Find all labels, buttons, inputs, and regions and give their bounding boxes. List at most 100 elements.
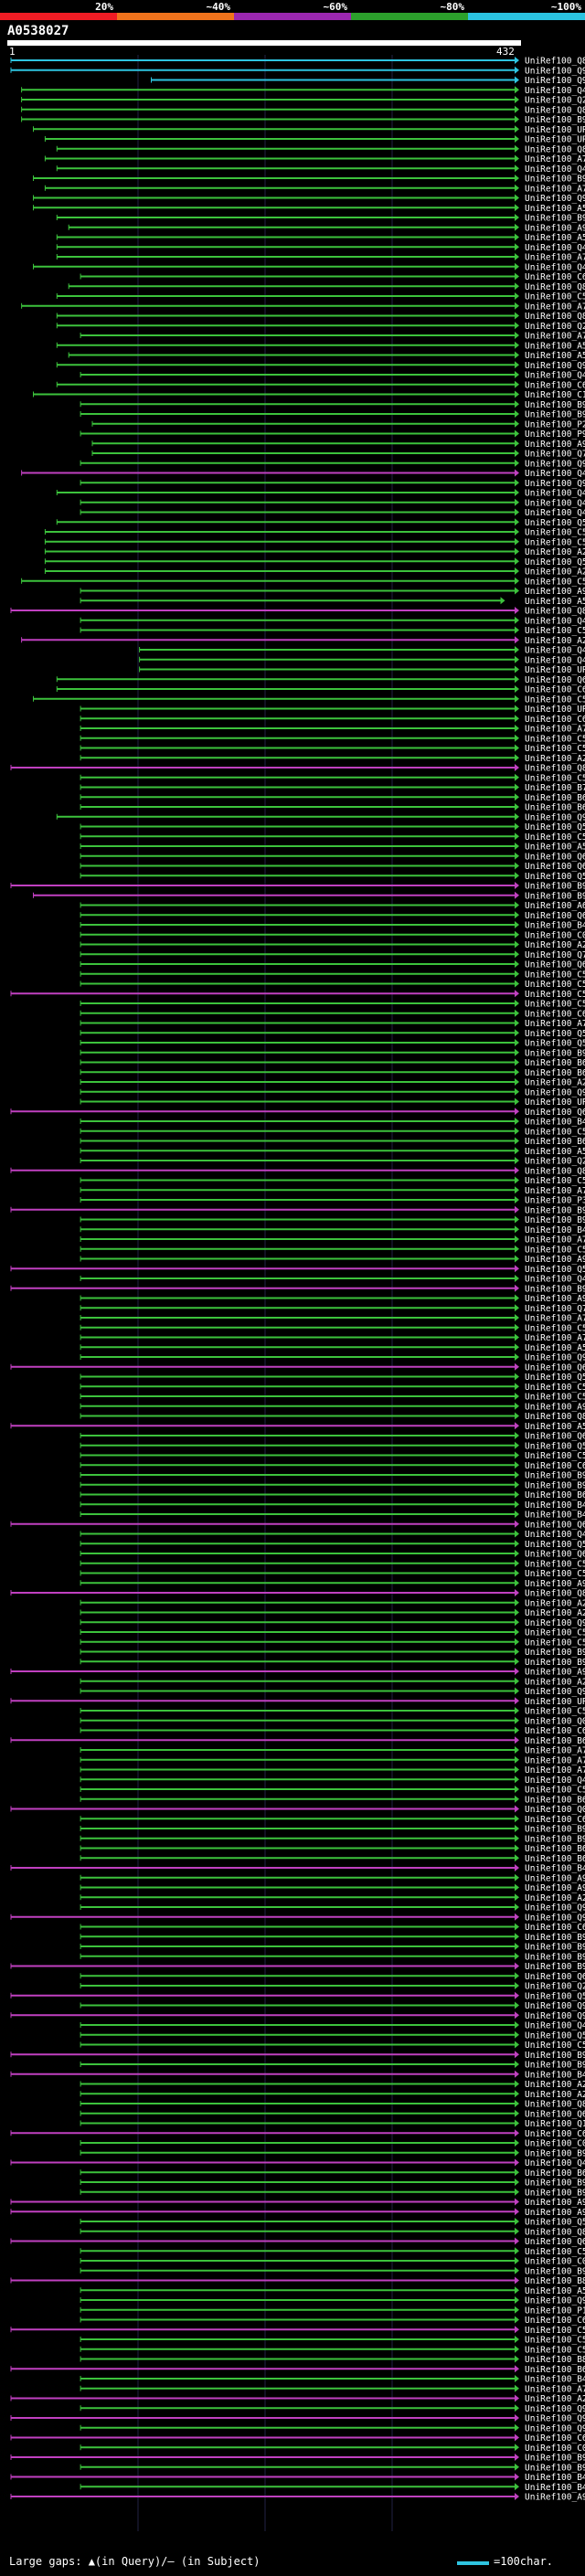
hit-row[interactable]: UniRef100_P15233 <box>80 2306 585 2316</box>
hit-label[interactable]: UniRef100_B9S3Y5 <box>525 1048 585 1058</box>
hit-label[interactable]: UniRef100_Q43322 <box>525 616 585 626</box>
hit-row[interactable]: UniRef100_A7QE25 <box>44 154 585 164</box>
hit-row[interactable]: UniRef100_C5YUM3 <box>80 1707 585 1717</box>
hit-label[interactable]: UniRef100_A7Q6Z0 <box>525 184 585 194</box>
hit-label[interactable]: UniRef100_C5MAQ6 <box>525 1176 585 1186</box>
hit-label[interactable]: UniRef100_A9PC15 <box>525 1255 585 1265</box>
hit-row[interactable]: UniRef100_B8A1T1 <box>10 2276 585 2286</box>
hit-row[interactable]: UniRef100_Q9LSY7 <box>80 1353 585 1363</box>
hit-row[interactable]: UniRef100_Q9LDL0 <box>80 1087 585 1097</box>
hit-row[interactable]: UniRef100_C5Z746 <box>80 1559 585 1569</box>
hit-row[interactable]: UniRef100_C6T4B5 <box>80 2316 585 2326</box>
hit-row[interactable]: UniRef100_B9RIS2 <box>10 2454 585 2464</box>
hit-row[interactable]: UniRef100_Q5QE84 <box>80 872 585 882</box>
hit-row[interactable]: UniRef100_Q8GVR5 <box>10 1166 585 1176</box>
hit-row[interactable]: UniRef100_Q8VYK0 <box>80 1412 585 1422</box>
hit-row[interactable]: UniRef100_B9HHK7 <box>80 400 585 410</box>
hit-label[interactable]: UniRef100_C5XNE7 <box>525 626 585 636</box>
hit-label[interactable]: UniRef100_B9G653 <box>525 2266 585 2276</box>
hit-row[interactable]: UniRef100_Q9VFT7 <box>10 2011 585 2021</box>
hit-row[interactable]: UniRef100_Q65QD4 <box>56 675 585 685</box>
hit-label[interactable]: UniRef100_A2YP51 <box>525 636 585 646</box>
hit-row[interactable]: UniRef100_C0PPA8 <box>80 2443 585 2454</box>
hit-label[interactable]: UniRef100_Q4W3Y6 <box>525 243 585 253</box>
hit-label[interactable]: UniRef100_P22196 <box>525 419 585 429</box>
hit-row[interactable]: UniRef100_Q0JW36 <box>10 1805 585 1815</box>
hit-label[interactable]: UniRef100_B9HHF1 <box>525 2061 585 2071</box>
hit-row[interactable]: UniRef100_Q8H4Y8 <box>56 312 585 322</box>
hit-label[interactable]: UniRef100_C5XYF9 <box>525 832 585 843</box>
hit-label[interactable]: UniRef100_Q5U158 <box>525 1540 585 1550</box>
hit-row[interactable]: UniRef100_C5ZS50 <box>80 2336 585 2346</box>
hit-label[interactable]: UniRef100_C6TGY5 <box>525 685 585 695</box>
hit-row[interactable]: UniRef100_B9TGN0 <box>80 1933 585 1943</box>
hit-label[interactable]: UniRef100_Q9SIV8 <box>525 194 585 204</box>
hit-label[interactable]: UniRef100_Q9A100 <box>525 2001 585 2011</box>
hit-label[interactable]: UniRef100_B6SRH9 <box>525 1058 585 1068</box>
hit-row[interactable]: UniRef100_B8B6J1 <box>80 2355 585 2365</box>
hit-label[interactable]: UniRef100_B4FTQ3 <box>525 2483 585 2493</box>
hit-label[interactable]: UniRef100_B6S4X5 <box>525 1795 585 1805</box>
hit-label[interactable]: UniRef100_B6T6D4 <box>525 793 585 803</box>
hit-label[interactable]: UniRef100_B4FNL8 <box>525 1511 585 1521</box>
hit-row[interactable]: UniRef100_A2YDJ4 <box>80 1893 585 1903</box>
hit-row[interactable]: UniRef100_B4FTQ3 <box>80 2483 585 2493</box>
hit-label[interactable]: UniRef100_A5BF04 <box>525 204 585 214</box>
hit-label[interactable]: UniRef100_A2Y994 <box>525 754 585 764</box>
hit-label[interactable]: UniRef100_B7ZWU1 <box>525 783 585 793</box>
hit-label[interactable]: UniRef100_UPI000... <box>525 705 585 715</box>
hit-row[interactable]: UniRef100_Q6TIC8 <box>80 2109 585 2119</box>
hit-row[interactable]: UniRef100_Q6ZFU8 <box>80 1550 585 1560</box>
hit-label[interactable]: UniRef100_P37834 <box>525 1196 585 1206</box>
hit-row[interactable]: UniRef100_A9PFI3 <box>10 2493 585 2503</box>
hit-row[interactable]: UniRef100_B9S3Y5 <box>80 1048 585 1058</box>
hit-label[interactable]: UniRef100_A9P1P4 <box>525 1294 585 1304</box>
hit-label[interactable]: UniRef100_A7QEY5 <box>525 725 585 735</box>
hit-row[interactable]: UniRef100_Q8LMK6 <box>10 1589 585 1599</box>
hit-row[interactable]: UniRef100_B4FY83 <box>80 1500 585 1511</box>
hit-label[interactable]: UniRef100_Q9ZN20 <box>525 2423 585 2433</box>
hit-row[interactable]: UniRef100_C6T4T4 <box>80 1923 585 1933</box>
hit-row[interactable]: UniRef100_C6T810 <box>80 1009 585 1019</box>
hit-label[interactable]: UniRef100_Q9Q606 <box>525 2414 585 2424</box>
hit-row[interactable]: UniRef100_Q8LSV7 <box>10 607 585 617</box>
hit-row[interactable]: UniRef100_Q7TAX4 <box>80 1304 585 1314</box>
hit-row[interactable]: UniRef100_A9N7W1 <box>10 1668 585 1678</box>
hit-row[interactable]: UniRef100_A9RZF6 <box>80 1402 585 1412</box>
hit-row[interactable]: UniRef100_Q5U170 <box>80 822 585 832</box>
hit-row[interactable]: UniRef100_B9SES8 <box>56 214 585 224</box>
hit-label[interactable]: UniRef100_B9GWU5 <box>525 882 585 892</box>
hit-label[interactable]: UniRef100_Q443Z0 <box>525 646 585 656</box>
hit-label[interactable]: UniRef100_Q84R88 <box>525 57 585 67</box>
hit-row[interactable]: UniRef100_Q8AZ22 <box>80 2227 585 2237</box>
hit-row[interactable]: UniRef100_C5MAQ6 <box>80 1176 585 1186</box>
hit-label[interactable]: UniRef100_A2YDJ4 <box>525 1893 585 1903</box>
hit-row[interactable]: UniRef100_B7ZWU1 <box>80 783 585 793</box>
hit-row[interactable]: UniRef100_Q8RVA0 <box>21 105 585 115</box>
hit-label[interactable]: UniRef100_B9HHE9 <box>525 1962 585 1972</box>
hit-row[interactable]: UniRef100_C6TE81 <box>56 380 585 390</box>
hit-label[interactable]: UniRef100_C5XFT7 <box>525 1000 585 1010</box>
hit-row[interactable]: UniRef100_A2Y858 <box>10 2394 585 2404</box>
hit-label[interactable]: UniRef100_B9N7S3 <box>525 1480 585 1490</box>
hit-row[interactable]: UniRef100_B9SR75 <box>33 175 585 185</box>
hit-label[interactable]: UniRef100_A7QUN9 <box>525 1746 585 1756</box>
hit-label[interactable]: UniRef100_Q9FMK0 <box>525 2296 585 2306</box>
hit-row[interactable]: UniRef100_A9NPA9 <box>10 2198 585 2208</box>
hit-label[interactable]: UniRef100_Q23474 <box>525 1982 585 1992</box>
hit-label[interactable]: UniRef100_UPI000... <box>525 125 585 135</box>
hit-label[interactable]: UniRef100_A5KDH6 <box>525 843 585 853</box>
hit-row[interactable]: UniRef100_B4FSW8 <box>80 2375 585 2385</box>
hit-row[interactable]: UniRef100_Q43321 <box>80 508 585 518</box>
hit-row[interactable]: UniRef100_Q9S7E2 <box>80 1618 585 1628</box>
hit-label[interactable]: UniRef100_B6UXD4 <box>525 2365 585 2375</box>
hit-label[interactable]: UniRef100_B9IGG9 <box>525 410 585 420</box>
hit-row[interactable]: UniRef100_A6NST7 <box>80 901 585 911</box>
hit-row[interactable]: UniRef100_Q52403 <box>56 518 585 528</box>
hit-row[interactable]: UniRef100_Q43323 <box>56 489 585 499</box>
hit-label[interactable]: UniRef100_B9HHK7 <box>525 400 585 410</box>
hit-row[interactable]: UniRef100_C5WK37 <box>80 1569 585 1579</box>
hit-label[interactable]: UniRef100_Q9LDL0 <box>525 1087 585 1097</box>
hit-row[interactable]: UniRef100_Q9FXH4 <box>56 361 585 371</box>
hit-label[interactable]: UniRef100_C5YP99 <box>525 2041 585 2051</box>
